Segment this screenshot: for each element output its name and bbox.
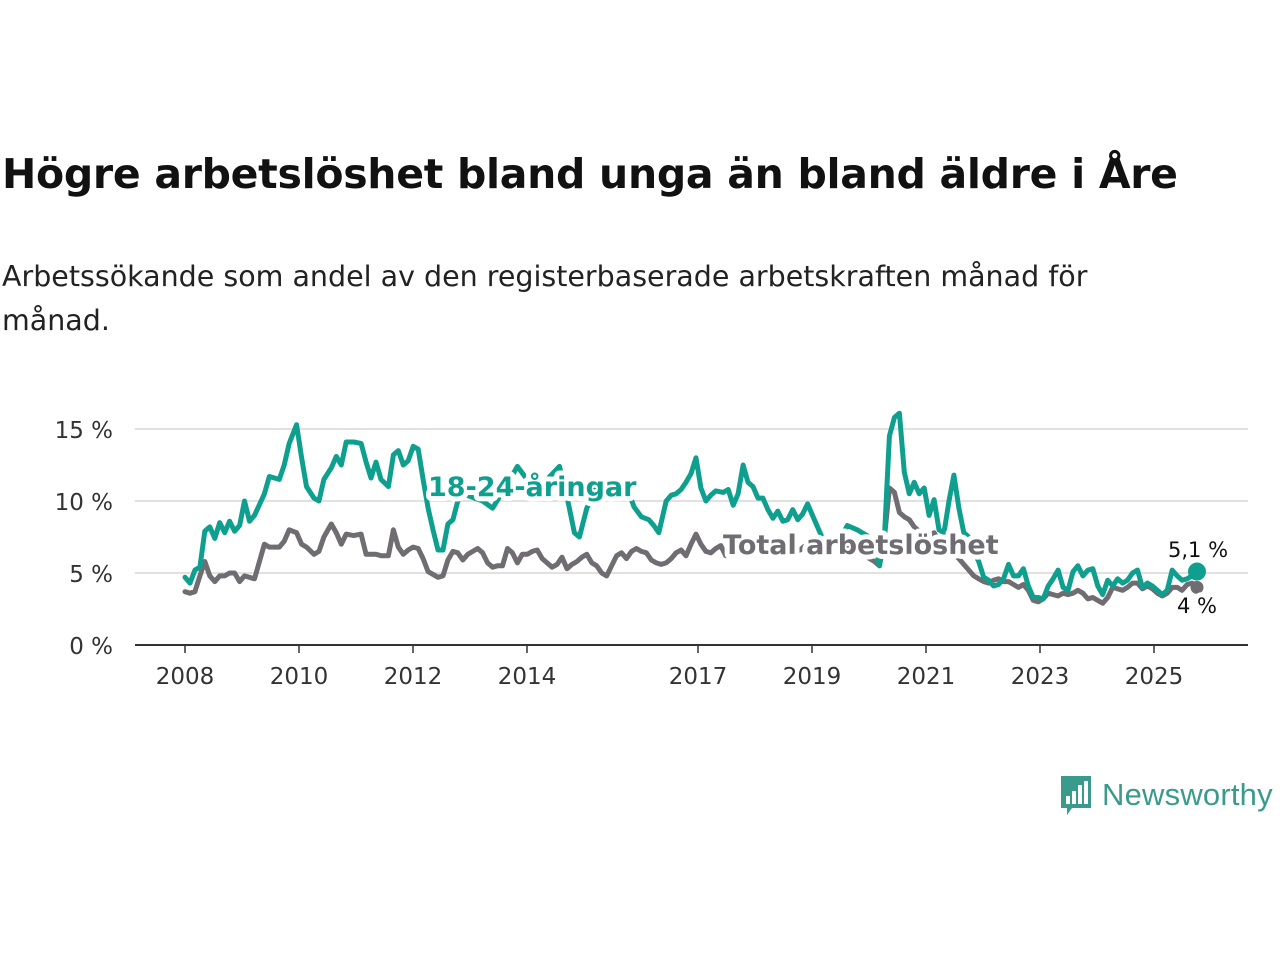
x-tick-label: 2012 — [384, 664, 443, 690]
x-tick-label: 2019 — [783, 664, 842, 690]
chart-subtitle: Arbetssökande som andel av den registerb… — [2, 260, 1088, 337]
x-tick-label: 2014 — [498, 664, 557, 690]
newsworthy-logo: Newsworthy — [1058, 772, 1273, 818]
brand-name: Newsworthy — [1102, 777, 1273, 812]
x-tick-label: 2021 — [897, 664, 956, 690]
total-series-label-halo: Total arbetslöshet — [723, 530, 999, 561]
total-series-line — [182, 485, 1200, 606]
bar-chart-speech-bubble-icon — [1061, 776, 1091, 815]
x-tick-label: 2017 — [669, 664, 728, 690]
x-axis: 2008 2010 2012 2014 2017 2019 2021 2023 2025 — [135, 644, 1248, 690]
series-lines — [182, 410, 1206, 606]
youth-end-point — [1188, 562, 1206, 581]
y-tick-label: 10 % — [55, 490, 113, 516]
youth-series-line — [182, 410, 1200, 602]
x-tick-label: 2023 — [1011, 664, 1070, 690]
y-tick-label: 0 % — [69, 634, 113, 660]
y-tick-label: 5 % — [69, 562, 113, 588]
y-tick-label: 15 % — [55, 418, 113, 444]
total-end-label-halo: 4 % — [1177, 594, 1217, 618]
x-tick-label: 2010 — [270, 664, 329, 690]
chart-title: Högre arbetslöshet bland unga än bland ä… — [2, 150, 1178, 198]
total-series-label: Total arbetslöshet — [723, 530, 999, 561]
x-tick-label: 2025 — [1125, 664, 1184, 690]
youth-series-label-halo: 18-24-åringar — [428, 471, 637, 503]
y-axis-labels: 0 % 5 % 10 % 15 % — [55, 418, 113, 660]
total-end-label: 4 % — [1177, 594, 1217, 618]
youth-series-label: 18-24-åringar — [428, 471, 637, 503]
youth-end-label-halo: 5,1 % — [1168, 538, 1228, 562]
total-end-point — [1190, 580, 1204, 594]
youth-end-label: 5,1 % — [1168, 538, 1228, 562]
x-tick-label: 2008 — [156, 664, 215, 690]
